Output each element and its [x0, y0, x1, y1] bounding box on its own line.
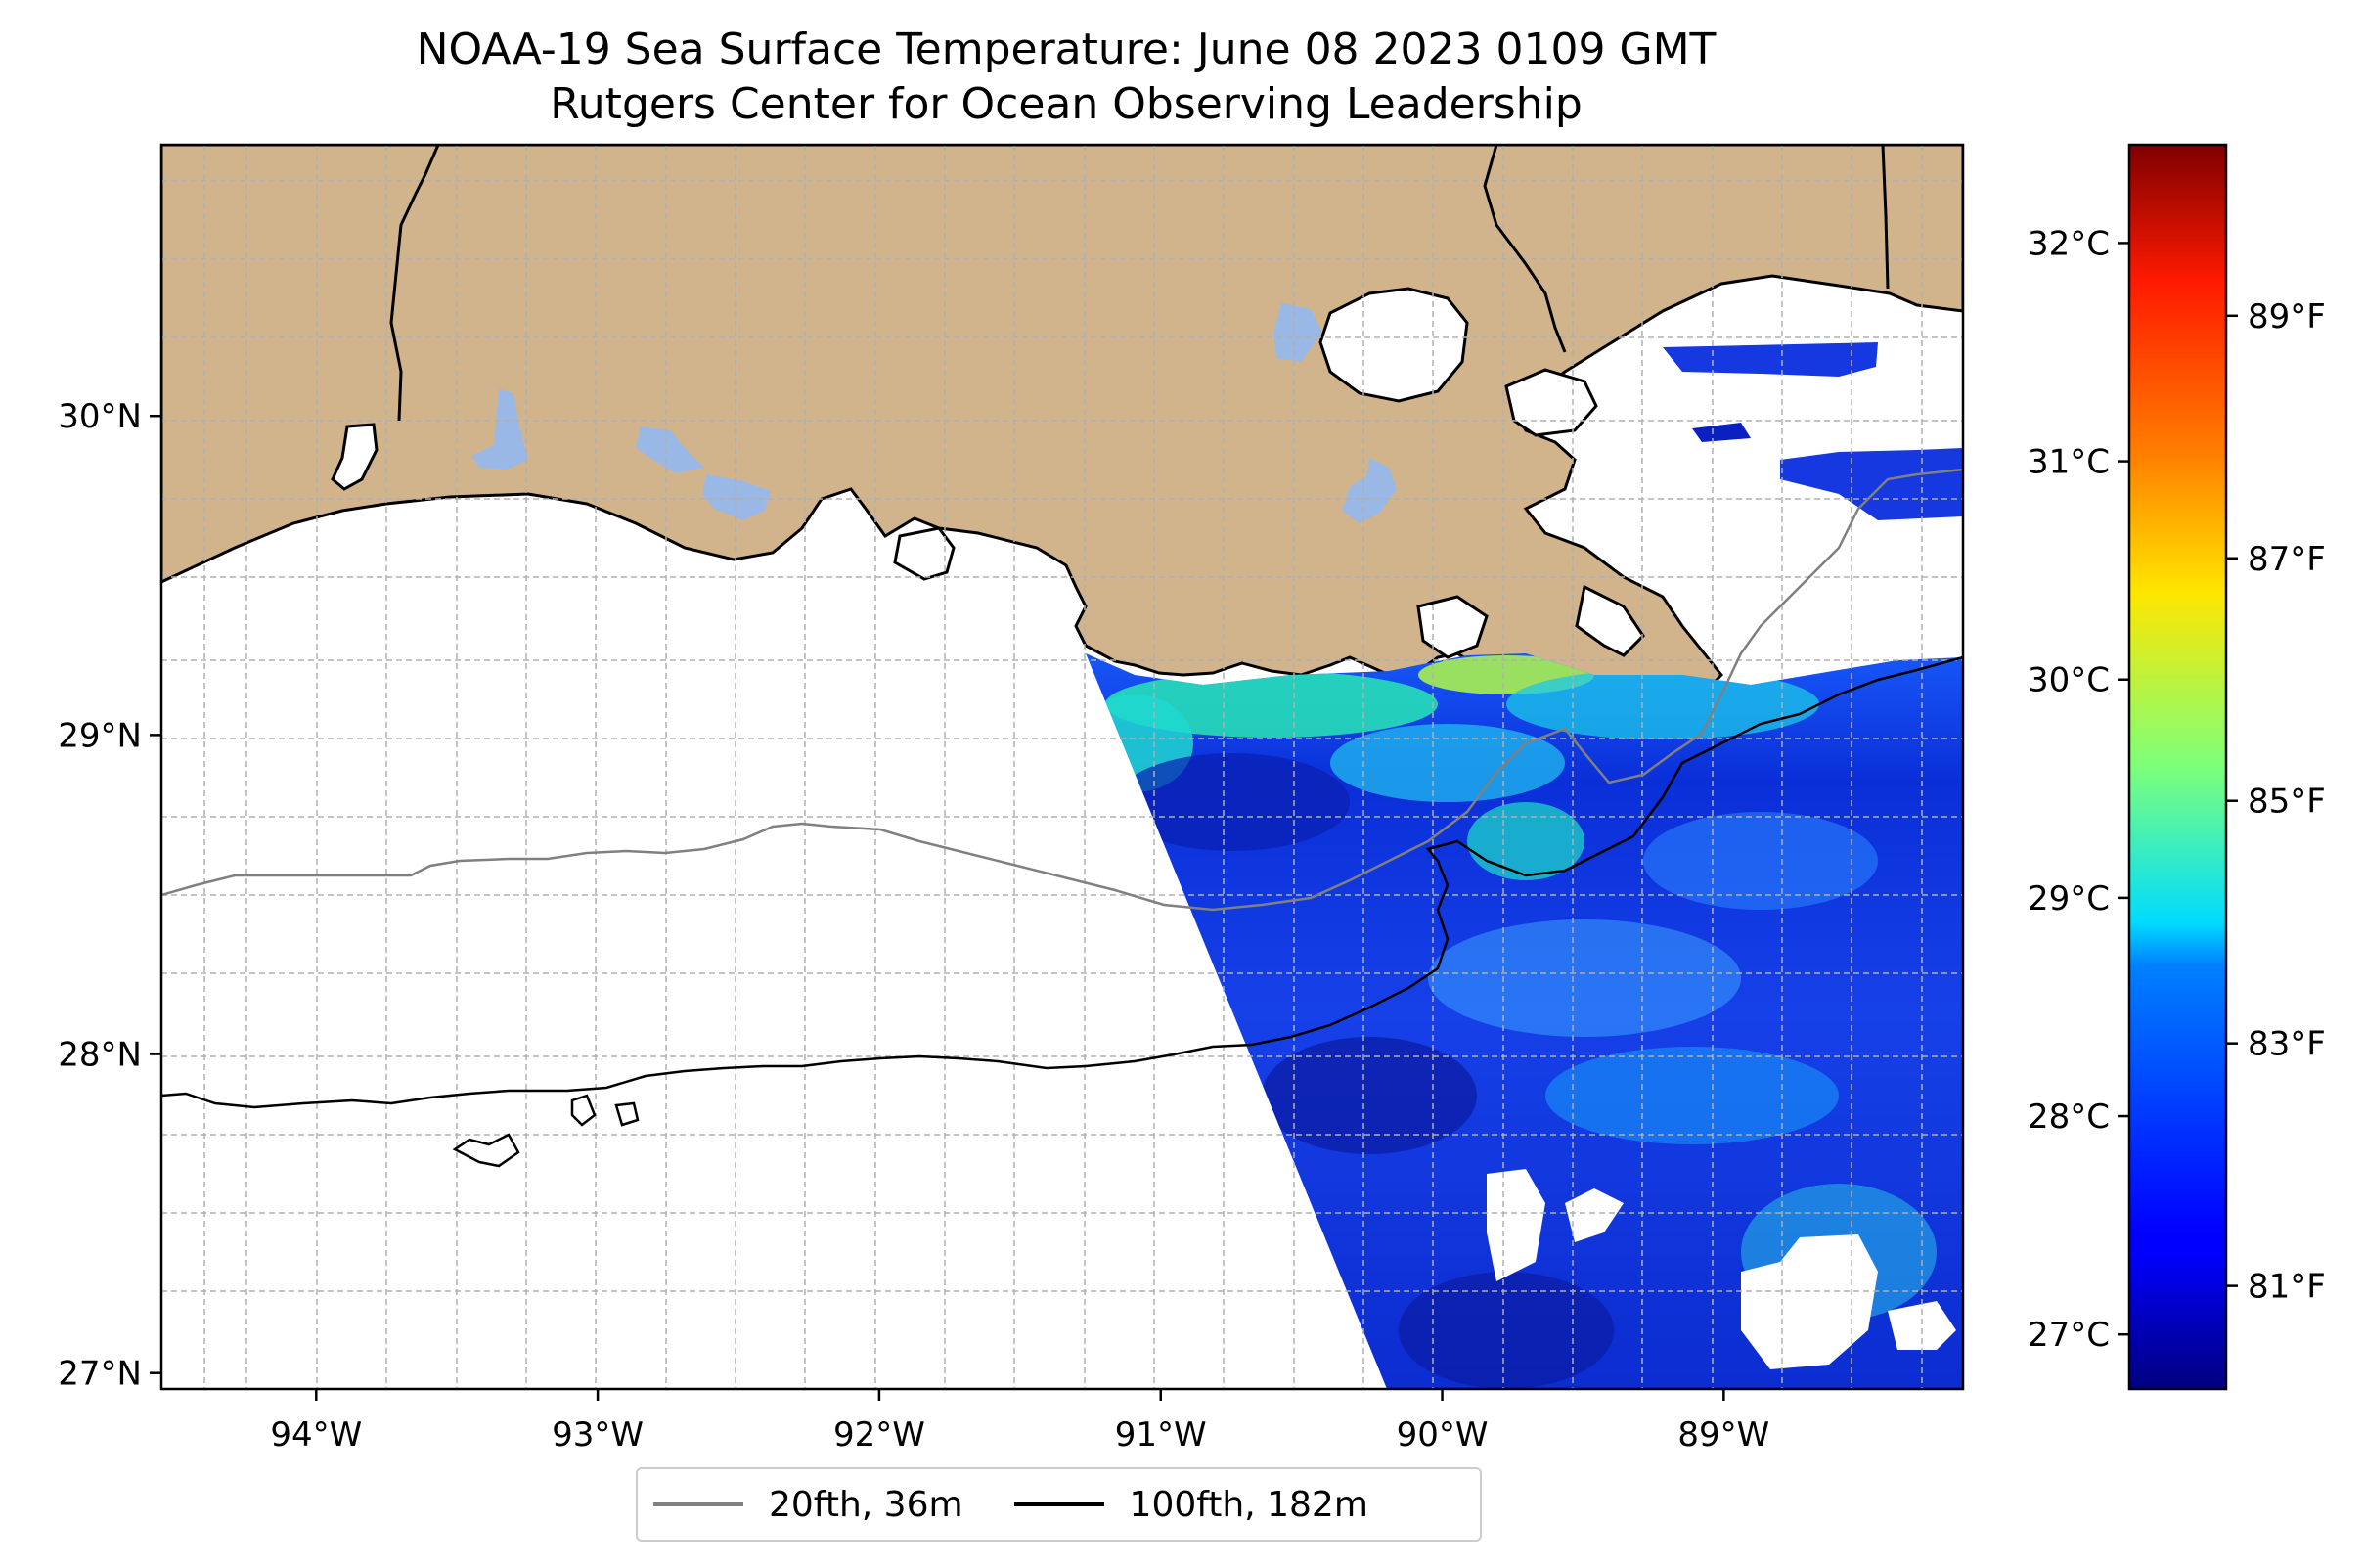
legend-line-black: [1014, 1502, 1104, 1506]
celsius-tick-label: 27°C: [2028, 1316, 2110, 1355]
lon-tick-label: 94°W: [270, 1415, 362, 1455]
celsius-tick-label: 30°C: [2028, 661, 2110, 700]
legend-line-gray: [653, 1502, 743, 1506]
celsius-tick-label: 28°C: [2028, 1098, 2110, 1137]
legend-label-100fth: 100fth, 182m: [1130, 1485, 1368, 1525]
lat-tick-label: 30°N: [58, 397, 142, 436]
lon-tick-label: 93°W: [552, 1415, 644, 1455]
celsius-tick-label: 29°C: [2028, 879, 2110, 918]
sst-patch: [1663, 342, 1878, 377]
longitude-axis: 94°W 93°W 92°W 91°W 90°W 89°W: [270, 1389, 1769, 1455]
lon-tick-label: 92°W: [833, 1415, 925, 1455]
lat-tick-label: 28°N: [58, 1036, 142, 1075]
fahrenheit-tick-label: 81°F: [2248, 1268, 2326, 1307]
fahrenheit-tick-label: 85°F: [2248, 783, 2326, 822]
latitude-axis: 27°N 28°N 29°N 30°N: [58, 397, 161, 1393]
celsius-tick-label: 31°C: [2028, 443, 2110, 482]
legend-label-20fth: 20fth, 36m: [769, 1485, 963, 1525]
fahrenheit-tick-label: 89°F: [2248, 297, 2326, 336]
legend-item-20fth: 20fth, 36m: [653, 1485, 963, 1525]
lat-tick-label: 29°N: [58, 716, 142, 755]
legend-item-100fth: 100fth, 182m: [1014, 1485, 1368, 1525]
lon-tick-label: 91°W: [1115, 1415, 1207, 1455]
celsius-tick-label: 32°C: [2028, 224, 2110, 263]
fahrenheit-tick-label: 83°F: [2248, 1025, 2326, 1064]
lon-tick-label: 89°W: [1677, 1415, 1769, 1455]
isobath-legend: 20fth, 36m 100fth, 182m: [636, 1467, 1482, 1542]
lat-tick-label: 27°N: [58, 1355, 142, 1394]
colorbar: [2129, 145, 2226, 1389]
lon-tick-label: 90°W: [1397, 1415, 1489, 1455]
fahrenheit-tick-label: 87°F: [2248, 540, 2326, 579]
